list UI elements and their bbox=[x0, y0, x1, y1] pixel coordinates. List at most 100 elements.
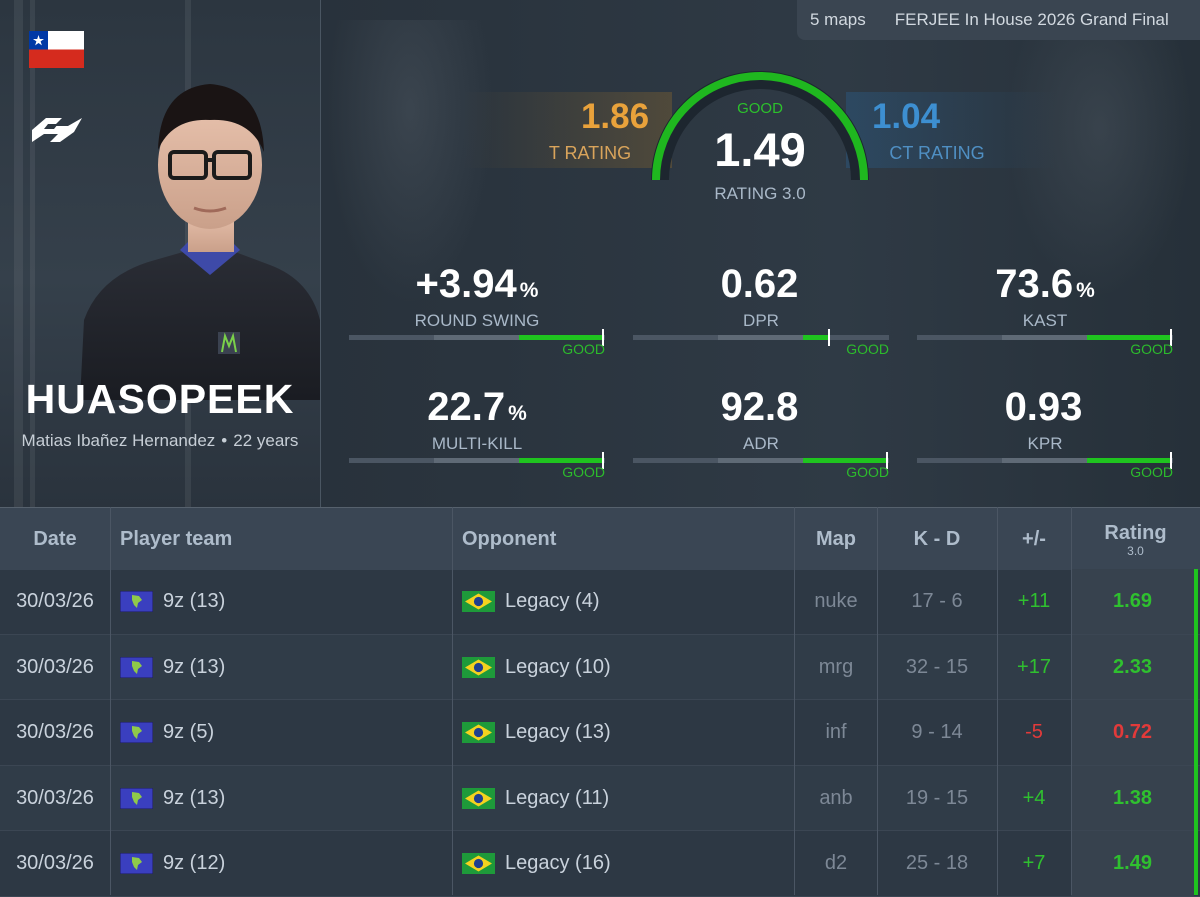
kd-cell-text: 32 - 15 bbox=[905, 655, 969, 678]
player-team-cell[interactable]: 9z (13) bbox=[120, 569, 450, 634]
column-header-diff[interactable]: +/- bbox=[1022, 527, 1046, 550]
kd-cell-text: 9 - 14 bbox=[911, 721, 963, 743]
table-row[interactable]: 30/03/26 9z (5) Legacy (13) inf 9 - 14 -5 0.72 bbox=[0, 700, 1200, 765]
opponent-cell[interactable]: Legacy (4) bbox=[462, 569, 792, 634]
stat-grade: GOOD bbox=[562, 341, 605, 357]
ct-rating-box bbox=[846, 92, 1056, 168]
stat-label: MULTI-KILL bbox=[431, 434, 523, 453]
map-cell-text: anb bbox=[819, 786, 853, 809]
player-team-cell-text: 9z (12) bbox=[163, 852, 226, 874]
stat-bar-fill bbox=[1087, 335, 1170, 340]
opponent-cell-text: Legacy (10) bbox=[505, 655, 611, 678]
match-table: Date Player team Opponent Map K - D +/- … bbox=[0, 507, 1200, 897]
stat-bar-marker bbox=[1170, 329, 1172, 346]
kd-cell: 9 - 14 bbox=[877, 700, 997, 765]
rating-label: RATING 3.0 bbox=[714, 184, 806, 203]
player-team-cell[interactable]: 9z (13) bbox=[120, 635, 450, 700]
stat-grade: GOOD bbox=[846, 341, 889, 357]
south-america-flag-icon bbox=[120, 787, 153, 809]
player-team-cell[interactable]: 9z (13) bbox=[120, 766, 450, 831]
decorative-stripe bbox=[30, 0, 35, 507]
rating-header-label: Rating bbox=[1104, 521, 1167, 544]
brazil-flag-icon bbox=[462, 722, 495, 743]
opponent-cell[interactable]: Legacy (10) bbox=[462, 635, 792, 700]
stat-label: ADR bbox=[743, 434, 779, 453]
9z-logo bbox=[32, 118, 82, 142]
stat-kpr: 0.93 KPR GOOD bbox=[917, 385, 1173, 485]
south-america-flag-icon bbox=[120, 656, 153, 678]
table-row[interactable]: 30/03/26 9z (12) Legacy (16) d2 25 - 18 +7 1.4… bbox=[0, 831, 1200, 896]
table-row[interactable]: 30/03/26 9z (13) Legacy (10) mrg 32 - 15 +17 2… bbox=[0, 634, 1200, 700]
opponent-cell[interactable]: Legacy (13) bbox=[462, 700, 792, 765]
opponent-cell[interactable]: Legacy (11) bbox=[462, 766, 792, 831]
rating-grade: GOOD bbox=[737, 100, 783, 117]
rating-cell: 1.38 bbox=[1071, 765, 1194, 831]
date-cell-text: 30/03/26 bbox=[16, 852, 94, 874]
stat-kast: 73.6% KAST GOOD bbox=[917, 262, 1173, 362]
stat-label: ROUND SWING bbox=[414, 311, 540, 330]
stat-bar bbox=[349, 452, 605, 469]
column-header-date[interactable]: Date bbox=[33, 527, 77, 550]
rating-value: 1.49 bbox=[714, 123, 806, 176]
date-cell: 30/03/26 bbox=[0, 766, 110, 831]
table-row[interactable]: 30/03/26 9z (13) Legacy (11) anb 19 - 15 +4 1.… bbox=[0, 765, 1200, 831]
opponent-cell-text: Legacy (4) bbox=[505, 590, 600, 612]
player-team-cell[interactable]: 9z (5) bbox=[120, 700, 450, 765]
player-real-name: Matias Ibañez Hernandez bbox=[21, 431, 216, 450]
stat-bar-fill bbox=[803, 335, 828, 340]
column-divider bbox=[997, 507, 998, 895]
row-divider bbox=[0, 699, 1200, 700]
date-cell: 30/03/26 bbox=[0, 569, 110, 634]
stat-value: 0.93 bbox=[1004, 385, 1083, 429]
t-rating-label: T RATING bbox=[548, 143, 632, 163]
south-america-flag-icon bbox=[120, 591, 153, 612]
row-divider bbox=[0, 764, 1200, 766]
rating-cell: 0.72 bbox=[1071, 700, 1194, 765]
rating-cell-text: 1.69 bbox=[1113, 590, 1152, 612]
row-divider bbox=[0, 895, 1200, 897]
player-team-cell-text: 9z (13) bbox=[163, 590, 226, 612]
stat-adr: 92.8 ADR GOOD bbox=[633, 385, 889, 485]
column-header-player-team[interactable]: Player team bbox=[120, 527, 233, 550]
stat-bar-fill bbox=[1087, 458, 1170, 463]
stat-unit: % bbox=[1076, 279, 1095, 302]
stat-bar-fill bbox=[519, 458, 602, 463]
rating-cell: 2.33 bbox=[1071, 634, 1194, 700]
opponent-cell[interactable]: Legacy (16) bbox=[462, 831, 792, 896]
rating-cell: 1.69 bbox=[1071, 569, 1194, 634]
column-divider bbox=[1071, 507, 1072, 895]
column-header-rating[interactable]: Rating 3.0 bbox=[1071, 508, 1200, 570]
player-team-cell[interactable]: 9z (12) bbox=[120, 831, 450, 896]
player-team-cell-text: 9z (13) bbox=[163, 786, 226, 809]
stat-bar-segment bbox=[718, 458, 803, 463]
stat-bar-fill bbox=[519, 335, 602, 340]
separator-dot: • bbox=[221, 431, 228, 450]
rating-highlight-edge bbox=[1194, 569, 1198, 895]
stat-label: KAST bbox=[1022, 311, 1068, 330]
stat-value: 0.62 bbox=[720, 262, 799, 306]
brazil-flag-icon bbox=[462, 591, 495, 612]
rating-cell-text: 2.33 bbox=[1113, 655, 1152, 678]
opponent-cell-text: Legacy (11) bbox=[505, 786, 610, 809]
player-photo bbox=[80, 84, 320, 400]
stat-bar-fill bbox=[803, 458, 886, 463]
column-header-kd[interactable]: K - D bbox=[913, 527, 961, 550]
diff-cell: +4 bbox=[997, 766, 1071, 831]
stat-bar bbox=[917, 329, 1173, 346]
table-row[interactable]: 30/03/26 9z (13) Legacy (4) nuke 17 - 6 +11 1.… bbox=[0, 569, 1200, 634]
stat-unit: % bbox=[519, 279, 539, 302]
t-rating-value: 1.86 bbox=[580, 97, 650, 136]
stat-value: 22.7 bbox=[427, 385, 506, 429]
stat-bar-segment bbox=[434, 335, 519, 340]
column-header-map[interactable]: Map bbox=[816, 527, 856, 550]
event-bar: 5 maps FERJEE In House 2026 Grand Final bbox=[797, 0, 1200, 40]
player-hero: HUASOPEEK Matias Ibañez Hernandez • 22 yea… bbox=[0, 0, 1200, 507]
kd-cell: 19 - 15 bbox=[877, 766, 997, 831]
row-divider bbox=[0, 830, 1200, 831]
map-cell: anb bbox=[795, 766, 877, 831]
south-america-flag-icon bbox=[120, 853, 153, 874]
event-name[interactable]: FERJEE In House 2026 Grand Final bbox=[894, 10, 1169, 29]
column-header-opponent[interactable]: Opponent bbox=[462, 527, 557, 550]
t-agent-background bbox=[320, 20, 500, 320]
brazil-flag-icon bbox=[462, 656, 495, 678]
